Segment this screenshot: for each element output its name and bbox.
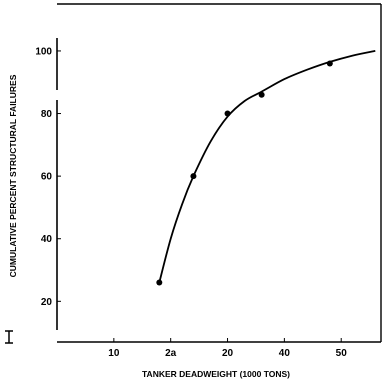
chart-ticks-layer: 20 40 60 80 100 10 2a 20 40 50 [35, 46, 347, 359]
y-tick-label: 40 [41, 234, 53, 245]
data-point [190, 173, 197, 180]
y-tick-label: 20 [41, 297, 53, 308]
x-axis-label: TANKER DEADWEIGHT (1000 TONS) [142, 369, 290, 379]
y-tick-label: 100 [35, 46, 52, 57]
chart-points-layer [156, 60, 333, 286]
chart-axes [5, 3, 382, 344]
x-tick-label: 20 [222, 348, 234, 359]
data-point [258, 91, 265, 98]
x-tick-label: 50 [336, 348, 348, 359]
x-tick-label: 2a [165, 348, 177, 359]
y-axis-label: CUMULATIVE PERCENT STRUCTURAL FAILURES [8, 74, 18, 277]
series-curve [158, 50, 376, 283]
data-point [326, 60, 333, 67]
y-tick-label: 80 [41, 109, 53, 120]
y-tick-label: 60 [41, 172, 53, 183]
data-point [156, 279, 163, 286]
chart-curve-layer [158, 50, 376, 283]
data-point [224, 110, 231, 117]
x-tick-label: 10 [108, 348, 120, 359]
x-tick-label: 40 [279, 348, 291, 359]
